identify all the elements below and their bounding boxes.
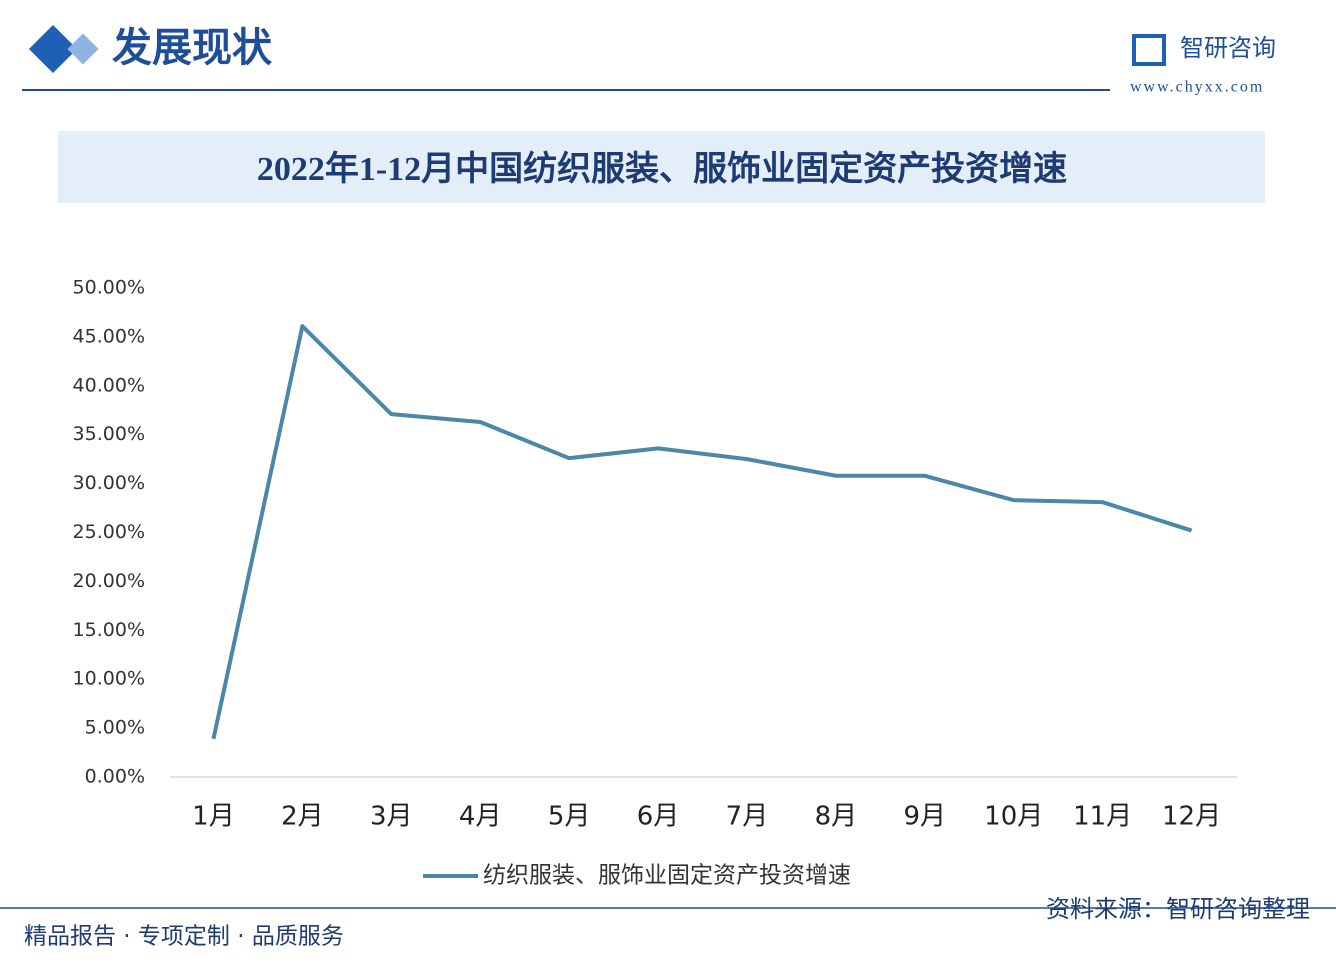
- y-tick-label: 10.00%: [73, 668, 145, 690]
- x-tick-label: 6月: [637, 802, 680, 832]
- x-tick-label: 8月: [815, 802, 858, 832]
- header-title: 发展现状: [112, 25, 273, 71]
- header-icon: [67, 33, 99, 65]
- y-tick-label: 30.00%: [73, 472, 145, 494]
- title-banner: [58, 131, 1265, 203]
- brand-name: 智研咨询: [1180, 34, 1276, 62]
- source-note: 资料来源：智研咨询整理: [1046, 895, 1310, 923]
- y-tick-label: 5.00%: [85, 717, 145, 739]
- y-tick-label: 15.00%: [73, 619, 145, 641]
- series-line: [211, 324, 1193, 740]
- y-tick-label: 20.00%: [73, 570, 145, 592]
- y-tick-label: 45.00%: [73, 325, 145, 347]
- brand-logo: [1132, 34, 1166, 66]
- y-tick-label: 35.00%: [73, 423, 145, 445]
- y-tick-label: 0.00%: [85, 766, 145, 788]
- x-tick-label: 9月: [904, 802, 947, 832]
- x-tick-label: 1月: [192, 802, 235, 832]
- brand-url: www.chyxx.com: [1130, 79, 1264, 96]
- x-tick-label: 4月: [459, 802, 502, 832]
- chart-title: 2022年1-12月中国纺织服装、服饰业固定资产投资增速: [257, 150, 1067, 188]
- footer-slogan: 精品报告 · 专项定制 · 品质服务: [24, 924, 344, 950]
- y-tick-label: 25.00%: [73, 521, 145, 543]
- x-tick-label: 11月: [1073, 802, 1132, 832]
- x-tick-label: 3月: [370, 802, 413, 832]
- x-tick-label: 5月: [548, 802, 591, 832]
- x-tick-label: 2月: [281, 802, 324, 832]
- y-tick-label: 50.00%: [73, 277, 145, 299]
- y-tick-label: 40.00%: [73, 374, 145, 396]
- x-tick-label: 10月: [984, 802, 1043, 832]
- legend-label: 纺织服装、服饰业固定资产投资增速: [483, 863, 851, 889]
- x-tick-label: 7月: [726, 802, 769, 832]
- x-tick-label: 12月: [1162, 802, 1221, 832]
